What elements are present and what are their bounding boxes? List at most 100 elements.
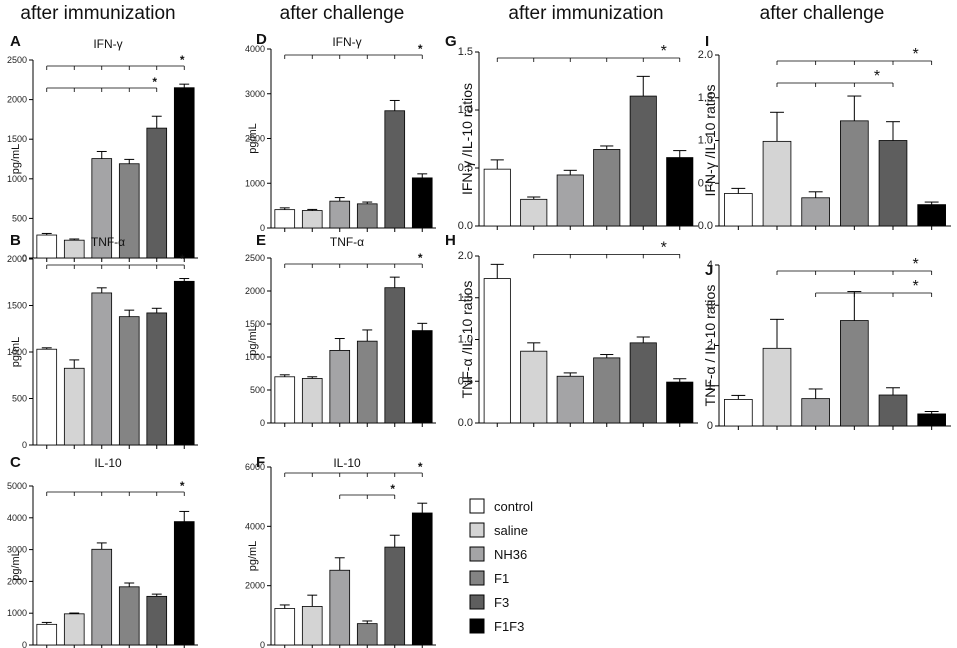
- y-axis-label-e: pg/mL: [247, 325, 259, 356]
- bar-d-f1: [356, 203, 378, 229]
- y-tick-label-a: 0: [22, 253, 27, 263]
- y-tick-label-f: 4000: [245, 521, 265, 531]
- y-tick-label-i: 1.5: [698, 92, 713, 104]
- y-tick-label-h: 0.0: [458, 417, 473, 429]
- panel-title-d: IFN-γ: [332, 35, 361, 49]
- panel-letter-e: E: [256, 232, 266, 249]
- y-tick-label-j: 3: [707, 299, 713, 311]
- panel-e: E TNF-α pg/mL 0 500 1000 1500 2000 2500 *: [245, 232, 436, 428]
- bar-g-control: [483, 168, 511, 227]
- y-tick-label-g: 0.0: [458, 220, 473, 232]
- bar-b-f3: [146, 312, 168, 446]
- bar-c-control: [36, 623, 58, 646]
- legend-label-nh36: NH36: [494, 547, 527, 562]
- y-tick-label-f: 0: [260, 640, 265, 648]
- bar-a-control: [36, 234, 58, 259]
- significance-star-h: *: [661, 239, 667, 256]
- significance-star-b: *: [180, 252, 185, 266]
- y-tick-label-a: 500: [12, 213, 27, 223]
- bar-f-f1: [356, 623, 378, 646]
- y-axis-label-d: pg/mL: [247, 123, 259, 154]
- y-axis-label-f: pg/mL: [247, 541, 259, 572]
- bar-j-f3: [878, 394, 908, 427]
- bar-b-nh36: [91, 292, 113, 446]
- bar-e-control: [274, 376, 296, 424]
- y-tick-label-h: 2.0: [458, 250, 473, 262]
- legend-label-f3: F3: [494, 595, 509, 610]
- bar-f-f1f3: [411, 512, 433, 646]
- y-tick-label-b: 500: [12, 394, 27, 404]
- panel-title-e: TNF-α: [330, 235, 364, 249]
- y-axis-label-h: TNF-α /IL-10 ratios: [459, 281, 475, 399]
- panel-letter-b: B: [10, 232, 21, 249]
- y-tick-label-c: 4000: [7, 513, 27, 523]
- legend-label-control: control: [494, 499, 533, 514]
- y-tick-label-i: 1.0: [698, 135, 713, 147]
- y-tick-label-a: 1000: [7, 174, 27, 184]
- y-tick-label-j: 0: [707, 420, 713, 432]
- legend-label-f1f3: F1F3: [494, 619, 524, 634]
- y-tick-label-h: 1.5: [458, 292, 473, 304]
- y-tick-label-b: 2000: [7, 254, 27, 264]
- y-tick-label-d: 1000: [245, 178, 265, 188]
- significance-star-e: *: [418, 251, 423, 265]
- bar-g-f1: [593, 149, 621, 227]
- significance-star-f: *: [418, 460, 423, 474]
- y-tick-label-e: 2500: [245, 253, 265, 263]
- bar-b-f1: [118, 316, 140, 446]
- panel-c: C IL-10 pg/mL 0 1000 2000 3000 4000 5000 *: [7, 454, 198, 648]
- significance-star-i: *: [874, 68, 880, 85]
- significance-star-a: *: [180, 53, 185, 67]
- legend-swatch-f1f3: [469, 618, 485, 634]
- y-tick-label-c: 1000: [7, 608, 27, 618]
- bar-i-f1f3: [917, 204, 946, 227]
- y-tick-label-h: 0.5: [458, 375, 473, 387]
- legend-swatch-f1: [469, 570, 485, 586]
- bar-e-f3: [384, 287, 406, 424]
- y-tick-label-j: 1: [707, 380, 713, 392]
- bar-d-control: [274, 209, 296, 229]
- bar-b-saline: [63, 367, 85, 446]
- significance-star-a: *: [152, 75, 157, 89]
- panel-letter-a: A: [10, 33, 21, 50]
- bar-i-saline: [762, 140, 792, 227]
- y-tick-label-b: 1000: [7, 347, 27, 357]
- y-tick-label-f: 2000: [245, 581, 265, 591]
- significance-star-j: *: [913, 256, 919, 273]
- y-tick-label-a: 2000: [7, 95, 27, 105]
- panel-title-b: TNF-α: [91, 235, 125, 249]
- y-tick-label-b: 0: [22, 440, 27, 450]
- panel-title-c: IL-10: [94, 456, 122, 470]
- bar-d-f3: [384, 110, 406, 229]
- bar-h-nh36: [556, 375, 584, 424]
- y-axis-label-c: pg/mL: [10, 550, 22, 581]
- y-axis-label-j: TNF-α / IL-10 ratios: [702, 285, 718, 407]
- bar-g-f1f3: [666, 157, 694, 227]
- bar-d-f1f3: [411, 177, 433, 229]
- y-tick-label-d: 0: [260, 223, 265, 233]
- bar-a-saline: [63, 239, 85, 259]
- y-axis-label-b: pg/mL: [10, 337, 22, 368]
- y-tick-label-g: 0.5: [458, 162, 473, 174]
- y-tick-label-d: 3000: [245, 89, 265, 99]
- panel-g: G IFN-γ /IL-10 ratios 0.0 0.5 1.0 1.5 *: [445, 33, 698, 232]
- bar-c-nh36: [91, 548, 113, 646]
- panel-letter-i: I: [705, 33, 709, 50]
- y-axis-label-g: IFN-γ /IL-10 ratios: [459, 83, 475, 195]
- bar-j-f1: [840, 320, 869, 427]
- bar-j-saline: [762, 347, 792, 427]
- bar-e-saline: [301, 378, 323, 424]
- y-tick-label-b: 1500: [7, 301, 27, 311]
- bar-i-f3: [878, 140, 908, 227]
- bar-i-f1: [840, 120, 869, 227]
- y-tick-label-e: 500: [250, 385, 265, 395]
- y-tick-label-c: 2000: [7, 576, 27, 586]
- y-tick-label-e: 0: [260, 418, 265, 428]
- bar-h-f1f3: [666, 381, 694, 424]
- y-tick-label-i: 0.0: [698, 220, 713, 232]
- y-tick-label-e: 1500: [245, 319, 265, 329]
- legend: control saline NH36 F1 F3 F1F3: [469, 498, 533, 634]
- bar-c-f1f3: [173, 521, 195, 646]
- significance-star-j: *: [913, 278, 919, 295]
